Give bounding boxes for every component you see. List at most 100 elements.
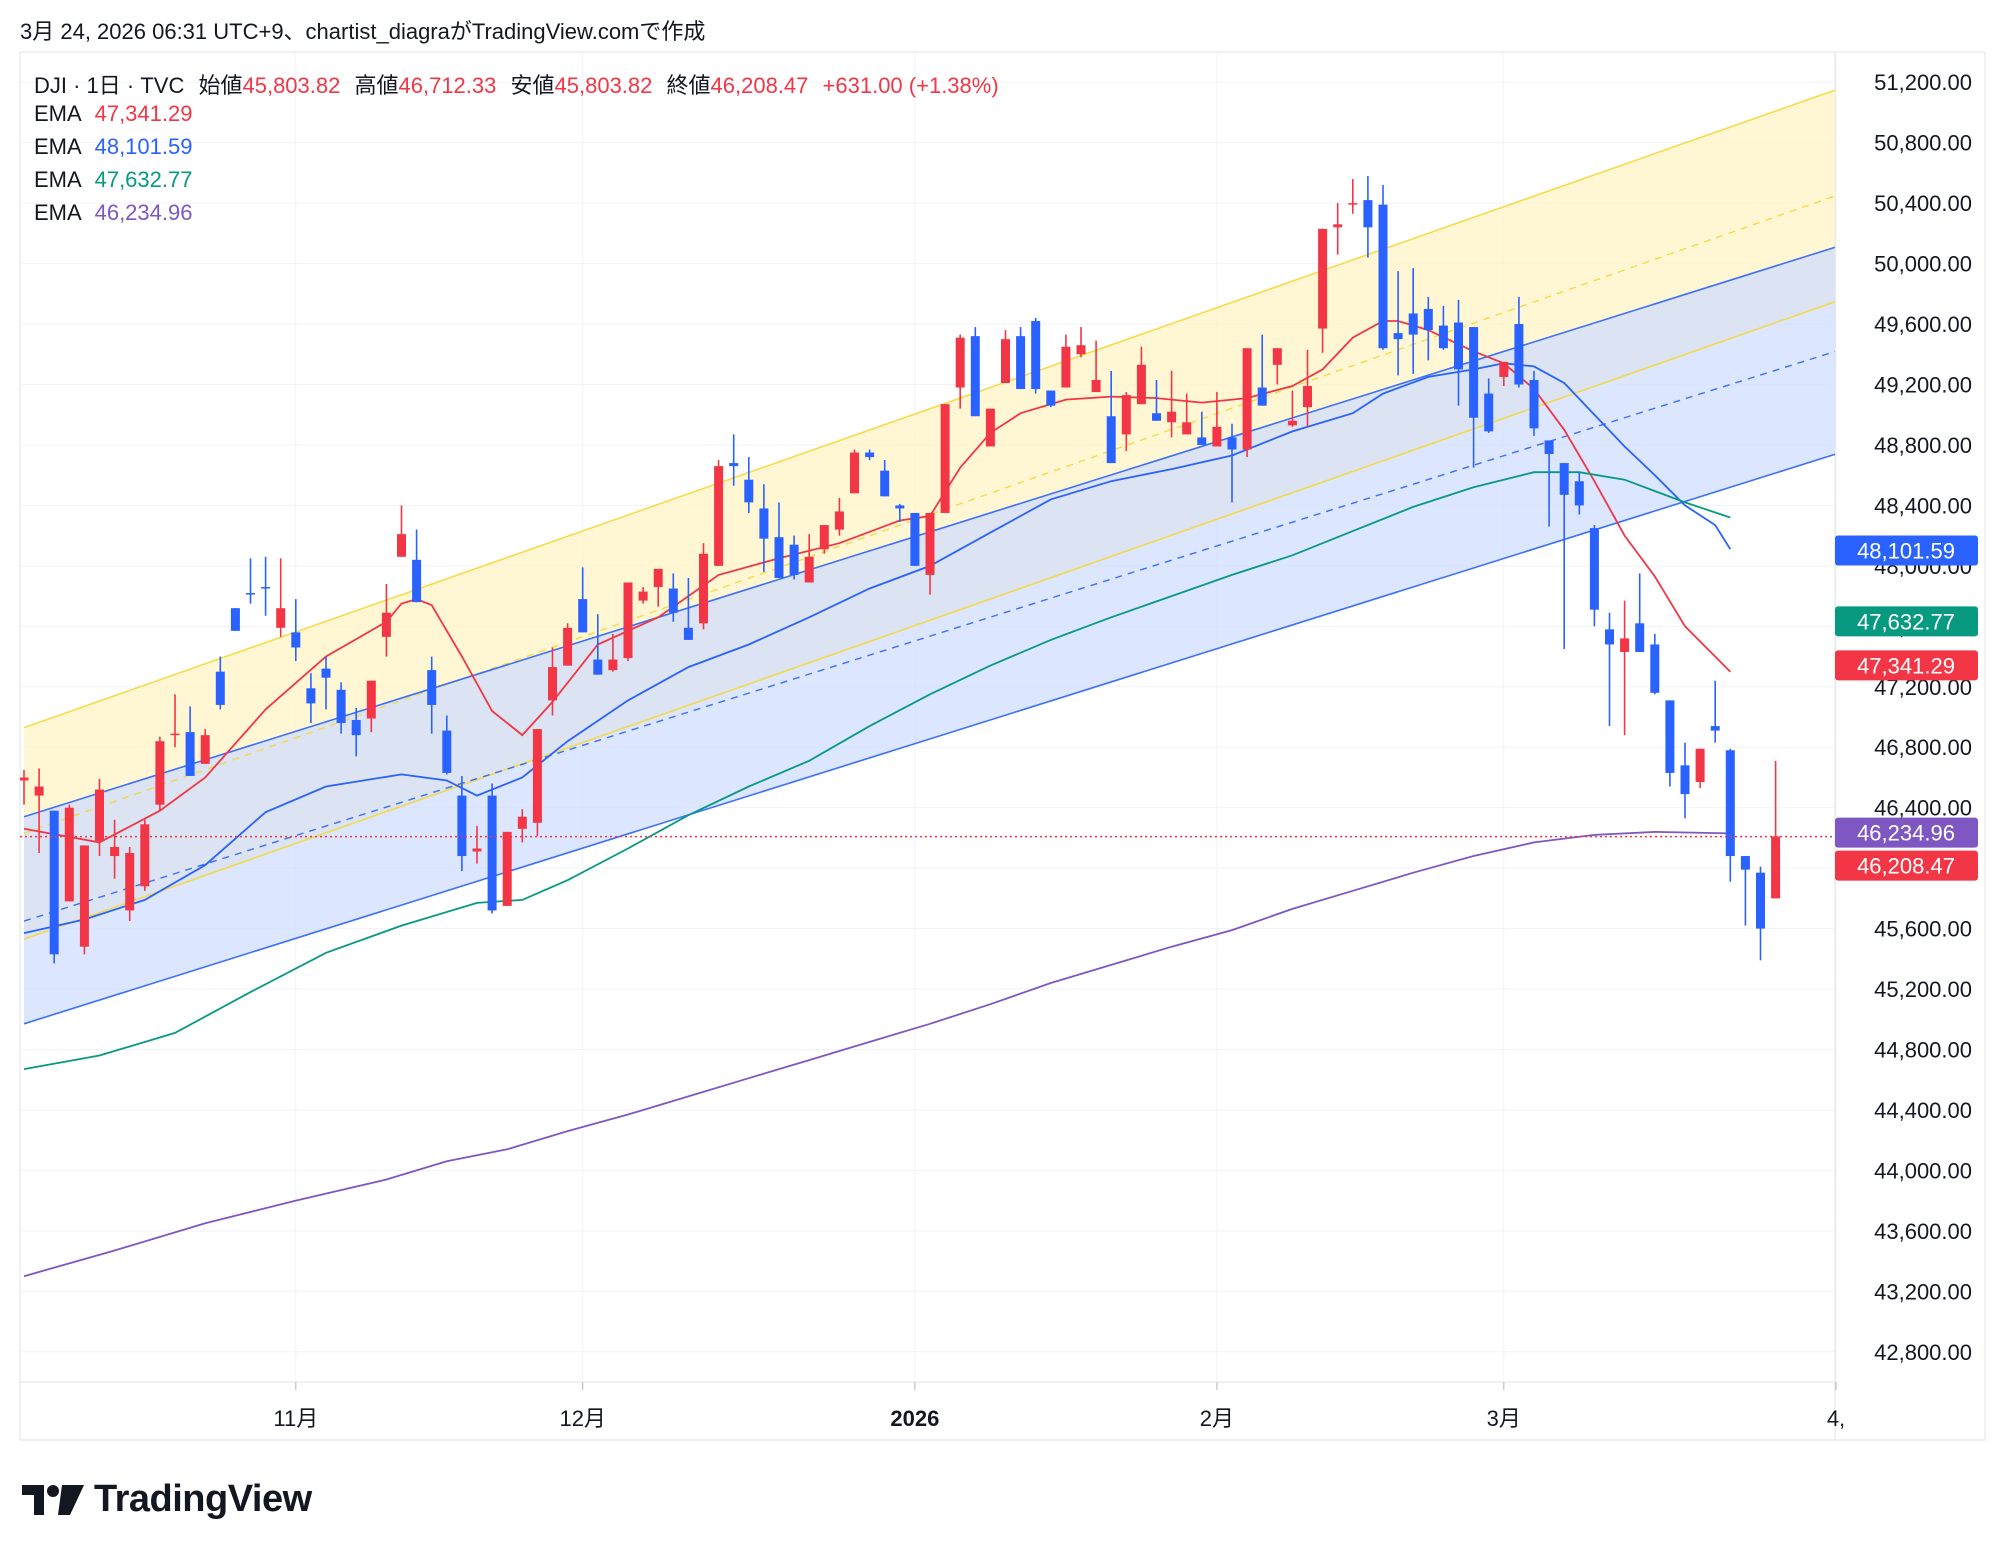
candle-body: [1197, 437, 1207, 445]
tradingview-logo[interactable]: TradingView: [22, 1478, 312, 1521]
candle-body: [412, 559, 422, 603]
candle-body: [517, 816, 527, 829]
candle-body: [200, 735, 210, 764]
candle-body: [880, 470, 890, 497]
candle-body: [1121, 395, 1131, 435]
low-label: 安値: [510, 73, 555, 98]
candle-body: [578, 599, 588, 633]
price-label-badge: [1835, 650, 1978, 681]
candle-body: [895, 505, 905, 509]
plot-area[interactable]: [20, 89, 1837, 1278]
high-value: 46,712.33: [398, 73, 497, 98]
price-tick-label: 50,800.00: [1874, 131, 1972, 156]
candle-body: [170, 733, 180, 736]
price-tick-label: 44,800.00: [1874, 1038, 1972, 1063]
candle-body: [1469, 327, 1479, 418]
candle-body: [1333, 224, 1343, 228]
candle-body: [1167, 411, 1177, 423]
tradingview-logo-icon: [22, 1484, 84, 1515]
candle-body: [714, 466, 724, 566]
candle-body: [276, 608, 286, 628]
price-tick-label: 50,000.00: [1874, 252, 1972, 277]
price-tick-label: 48,800.00: [1874, 433, 1972, 458]
price-label-badge: [1835, 817, 1978, 848]
price-label-text: 46,234.96: [1857, 821, 1955, 846]
candle-body: [20, 777, 29, 781]
ema-legend-3[interactable]: EMA 47,632.77: [34, 167, 192, 193]
candle-body: [1544, 440, 1554, 455]
candle-body: [1091, 379, 1101, 393]
candle-body: [1318, 228, 1328, 329]
ema-value: 48,101.59: [94, 134, 193, 159]
candle-body: [1363, 200, 1373, 228]
candle-body: [1620, 638, 1630, 653]
symbol-info[interactable]: DJI · 1日 · TVC: [34, 73, 185, 98]
candle-body: [1076, 345, 1086, 355]
candle-body: [1725, 750, 1735, 857]
candle-body: [1695, 748, 1705, 782]
candle-body: [668, 588, 678, 613]
snapshot-timestamp: 3月 24, 2026 06:31 UTC+9、chartist_diagraが…: [20, 19, 706, 44]
candle-body: [940, 404, 950, 513]
candle-body: [1559, 463, 1569, 495]
time-tick-label: 4,: [1827, 1406, 1845, 1431]
candle-body: [759, 508, 769, 539]
candle-body: [970, 336, 980, 417]
candle-body: [955, 337, 965, 388]
candle-body: [1001, 339, 1010, 383]
price-tick-label: 43,200.00: [1874, 1279, 1972, 1304]
chart-frame: [19, 51, 1986, 1441]
candle-body: [1227, 437, 1237, 450]
high-label: 高値: [354, 73, 399, 98]
candle-body: [487, 795, 497, 911]
candle-body: [1287, 420, 1297, 426]
time-tick-label: 2026: [890, 1406, 939, 1431]
open-label: 始値: [198, 73, 243, 98]
close-value: 46,208.47: [710, 73, 809, 98]
candle-body: [1529, 379, 1539, 429]
ema-label: EMA: [34, 200, 81, 225]
ema-legend-4[interactable]: EMA 46,234.96: [34, 200, 192, 226]
ema-legend-2[interactable]: EMA 48,101.59: [34, 134, 192, 160]
candle-body: [1710, 726, 1720, 731]
ema-label: EMA: [34, 167, 81, 192]
candle-body: [381, 612, 391, 637]
price-label-text: 46,208.47: [1857, 854, 1955, 879]
candle-body: [1665, 700, 1675, 773]
candle-body: [246, 593, 255, 595]
candle-body: [548, 667, 557, 701]
candle-body: [774, 537, 784, 578]
time-tick-label: 11月: [273, 1406, 318, 1431]
candle-body: [985, 408, 995, 447]
candle-body: [638, 591, 648, 601]
candle-body: [1348, 203, 1358, 205]
yellow-channel-upper-line: [23, 89, 1835, 729]
candle-body: [125, 853, 135, 911]
ema-label: EMA: [34, 134, 81, 159]
candle-body: [608, 659, 618, 671]
candle-body: [819, 525, 829, 550]
change-value: +631.00 (+1.38%): [822, 73, 999, 98]
candle-body: [110, 846, 120, 857]
ema-value: 46,234.96: [94, 200, 193, 225]
candle-body: [351, 720, 361, 736]
candle-body: [1272, 348, 1282, 365]
low-value: 45,803.82: [554, 73, 653, 98]
candle-body: [865, 452, 875, 458]
ema-legend-1[interactable]: EMA 47,341.29: [34, 101, 192, 127]
price-tick-label: 43,600.00: [1874, 1219, 1972, 1244]
candle-body: [1574, 481, 1584, 506]
candle-body: [185, 732, 195, 776]
candle-body: [925, 512, 935, 575]
candle-body: [215, 671, 225, 705]
ema-label: EMA: [34, 101, 81, 126]
price-label-badge: [1835, 535, 1978, 566]
price-chart[interactable]: 51,200.00 50,800.00 50,400.00 50,000.00 49,6…: [0, 0, 2000, 1460]
price-tick-label: 49,600.00: [1874, 312, 1972, 337]
price-tick-label: 46,400.00: [1874, 796, 1972, 821]
price-tick-label: 51,200.00: [1874, 70, 1972, 95]
candle-body: [593, 659, 603, 675]
candle-body: [79, 845, 89, 947]
candle-body: [834, 511, 844, 530]
candle-body: [1152, 413, 1161, 421]
